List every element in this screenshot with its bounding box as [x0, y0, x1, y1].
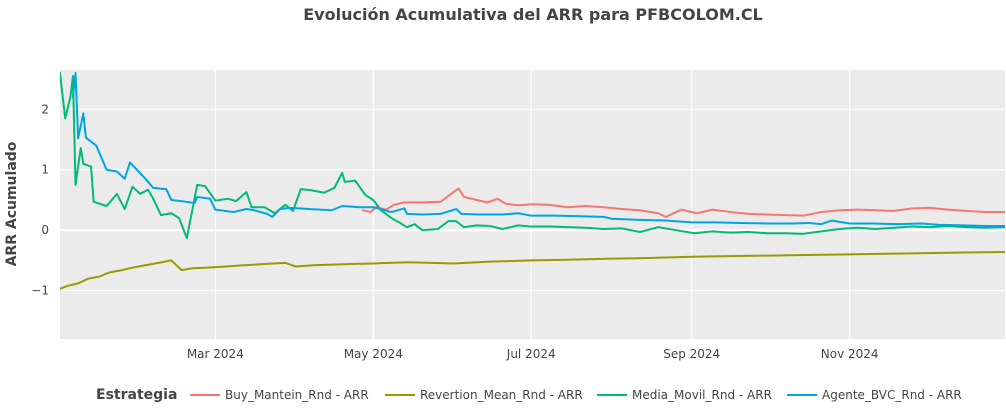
series-line-0 — [361, 187, 1005, 218]
series-line-3 — [71, 72, 1005, 227]
legend-label-2: Media_Movil_Rnd - ARR — [632, 388, 772, 402]
legend-label-3: Agente_BVC_Rnd - ARR — [822, 388, 962, 402]
chart-title: Evolución Acumulativa del ARR para PFBCO… — [303, 5, 763, 24]
x-tick-label: Jul 2024 — [506, 347, 556, 361]
legend-label-1: Revertion_Mean_Rnd - ARR — [420, 388, 583, 402]
x-tick-label: Mar 2024 — [187, 347, 244, 361]
y-tick-label: 2 — [41, 102, 49, 116]
legend: Estrategia Buy_Mantein_Rnd - ARR Revertio… — [96, 387, 962, 403]
x-tick-label: Sep 2024 — [663, 347, 720, 361]
series-line-1 — [60, 250, 1005, 290]
y-axis-ticks: −1 0 1 2 — [31, 102, 49, 297]
legend-label-0: Buy_Mantein_Rnd - ARR — [225, 388, 369, 402]
y-tick-label: 1 — [41, 163, 49, 177]
grid-lines — [60, 70, 1005, 339]
x-tick-label: May 2024 — [344, 347, 403, 361]
series-lines — [60, 72, 1005, 290]
y-tick-label: 0 — [41, 223, 49, 237]
legend-title: Estrategia — [96, 387, 177, 403]
x-tick-label: Nov 2024 — [821, 347, 879, 361]
y-tick-label: −1 — [31, 284, 49, 298]
plot-area — [60, 72, 1005, 290]
y-axis-title: ARR Acumulado — [4, 141, 20, 266]
x-axis-ticks: Mar 2024 May 2024 Jul 2024 Sep 2024 Nov 2024 — [187, 347, 879, 361]
